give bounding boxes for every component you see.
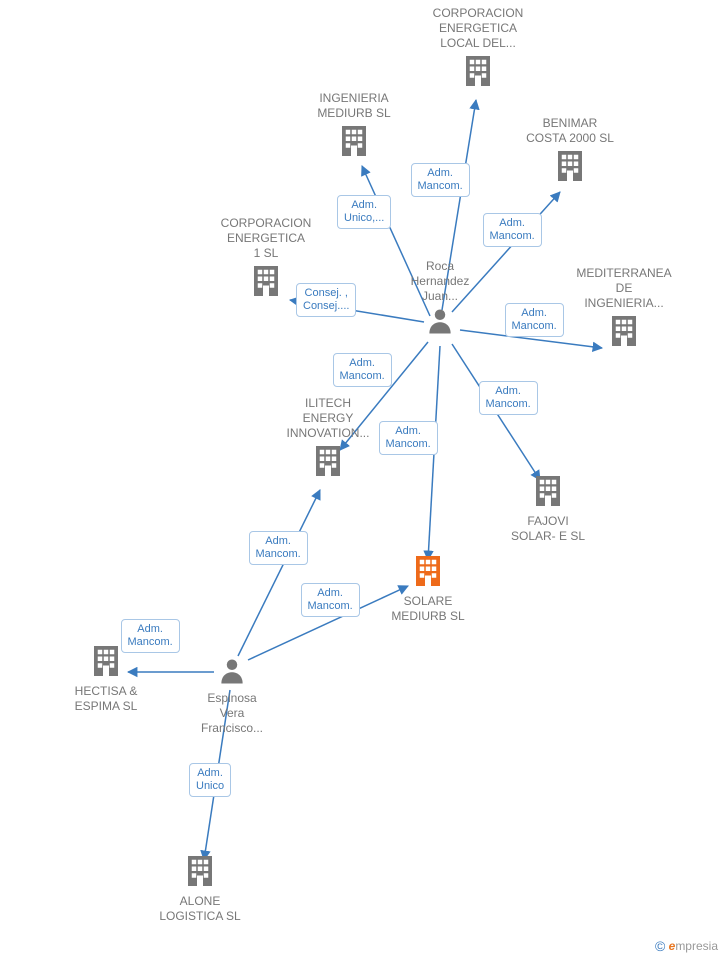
edge-label-roca-benimar: Adm. Mancom.	[483, 213, 542, 247]
node-fajovi[interactable]: FAJOVI SOLAR- E SL	[478, 471, 618, 544]
node-alone[interactable]: ALONE LOGISTICA SL	[130, 851, 270, 924]
person-icon	[162, 656, 302, 689]
building-icon	[478, 473, 618, 512]
node-benimar[interactable]: BENIMAR COSTA 2000 SL	[500, 116, 640, 189]
edge-label-espinosa-hectisa: Adm. Mancom.	[121, 619, 180, 653]
node-label: ALONE LOGISTICA SL	[130, 894, 270, 924]
node-ingenieria_mediurb[interactable]: INGENIERIA MEDIURB SL	[284, 91, 424, 164]
node-label: Roca Hernandez Juan...	[370, 259, 510, 304]
node-label: SOLARE MEDIURB SL	[358, 594, 498, 624]
edge-label-roca-ilitech: Adm. Mancom.	[333, 353, 392, 387]
edge-label-roca-corp_energ_local: Adm. Mancom.	[411, 163, 470, 197]
edge-espinosa-ilitech	[238, 490, 320, 656]
node-label: INGENIERIA MEDIURB SL	[284, 91, 424, 121]
node-espinosa[interactable]: Espinosa Vera Francisco...	[162, 654, 302, 736]
edge-label-espinosa-solare: Adm. Mancom.	[301, 583, 360, 617]
edge-label-espinosa-alone: Adm. Unico	[189, 763, 231, 797]
node-mediterranea[interactable]: MEDITERRANEA DE INGENIERIA...	[554, 266, 694, 354]
node-ilitech[interactable]: ILITECH ENERGY INNOVATION...	[258, 396, 398, 484]
copyright-symbol: ©	[655, 938, 665, 954]
person-icon	[370, 306, 510, 339]
edge-label-roca-solare: Adm. Mancom.	[379, 421, 438, 455]
footer-attribution: © empresia	[655, 938, 718, 954]
edge-label-roca-ingenieria_mediurb: Adm. Unico,...	[337, 195, 391, 229]
edge-label-roca-fajovi: Adm. Mancom.	[479, 381, 538, 415]
node-label: CORPORACION ENERGETICA 1 SL	[196, 216, 336, 261]
edge-label-roca-mediterranea: Adm. Mancom.	[505, 303, 564, 337]
node-label: MEDITERRANEA DE INGENIERIA...	[554, 266, 694, 311]
node-label: HECTISA & ESPIMA SL	[36, 684, 176, 714]
building-icon	[358, 553, 498, 592]
building-icon	[130, 853, 270, 892]
node-roca[interactable]: Roca Hernandez Juan...	[370, 259, 510, 341]
building-icon	[554, 313, 694, 352]
edge-label-roca-corp_energ_1: Consej. , Consej....	[296, 283, 356, 317]
node-label: ILITECH ENERGY INNOVATION...	[258, 396, 398, 441]
node-label: FAJOVI SOLAR- E SL	[478, 514, 618, 544]
edge-label-espinosa-ilitech: Adm. Mancom.	[249, 531, 308, 565]
node-solare[interactable]: SOLARE MEDIURB SL	[358, 551, 498, 624]
building-icon	[500, 148, 640, 187]
building-icon	[408, 53, 548, 92]
building-icon	[284, 123, 424, 162]
node-label: Espinosa Vera Francisco...	[162, 691, 302, 736]
node-corp_energ_local[interactable]: CORPORACION ENERGETICA LOCAL DEL...	[408, 6, 548, 94]
node-label: CORPORACION ENERGETICA LOCAL DEL...	[408, 6, 548, 51]
building-icon	[258, 443, 398, 482]
brand-rest: mpresia	[675, 939, 718, 953]
node-label: BENIMAR COSTA 2000 SL	[500, 116, 640, 146]
